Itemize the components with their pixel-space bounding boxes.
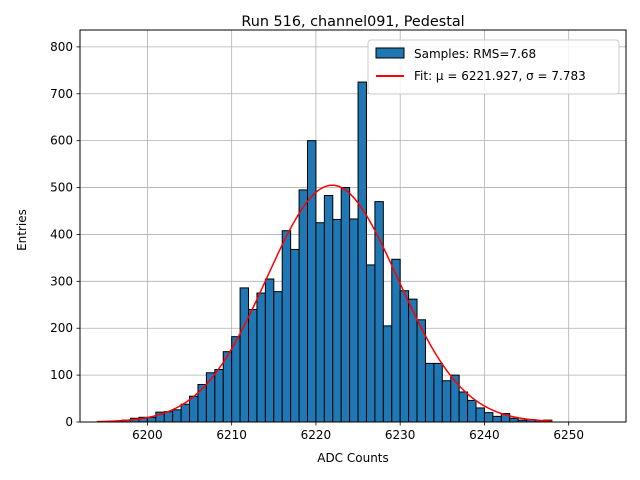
legend-fit-label: Fit: μ = 6221.927, σ = 7.783 [414, 69, 586, 83]
histogram-bar [475, 407, 485, 423]
legend-histogram-swatch [375, 47, 405, 59]
histogram-bar [307, 140, 317, 423]
histogram-bar [222, 351, 233, 423]
histogram-bar [323, 195, 334, 423]
histogram-bar [509, 417, 519, 423]
plot-frame [79, 29, 627, 423]
histogram-bar [399, 290, 410, 423]
y-tick-label: 700 [50, 87, 73, 101]
x-tick-label: 6250 [553, 428, 584, 442]
y-tick-label: 300 [50, 274, 73, 288]
histogram-bar [458, 391, 469, 423]
y-tick-label: 600 [50, 134, 73, 148]
histogram-bar [349, 218, 359, 423]
histogram-bar [256, 292, 266, 423]
fit-curve [96, 184, 552, 423]
y-tick-label: 0 [65, 415, 73, 429]
x-axis-label: ADC Counts [317, 451, 389, 465]
histogram-bar [492, 415, 502, 423]
histogram-bar [214, 368, 224, 423]
histogram-bar [239, 287, 250, 423]
x-tick-label: 6230 [385, 428, 416, 442]
histogram-bar [441, 380, 452, 423]
histogram-bar [197, 383, 207, 423]
histogram-bar [172, 409, 182, 423]
histogram-bar [273, 291, 283, 423]
histogram-bar [231, 336, 241, 423]
histogram-bar [365, 264, 376, 423]
y-axis-ticks: 0 100 200 300 400 500 600 700 800 [50, 40, 80, 429]
histogram-bar [248, 308, 258, 423]
histogram-bar [315, 222, 325, 423]
histogram-bar [298, 189, 308, 423]
histogram-bar [374, 201, 384, 423]
y-tick-label: 200 [50, 321, 73, 335]
histogram-bar [391, 258, 401, 423]
x-tick-label: 6220 [301, 428, 332, 442]
histogram-bar [424, 362, 435, 423]
x-tick-label: 6210 [216, 428, 247, 442]
chart-title: Run 516, channel091, Pedestal [241, 14, 464, 30]
y-axis-label: Entries [15, 209, 29, 251]
x-tick-label: 6240 [469, 428, 500, 442]
histogram-bar [450, 374, 460, 423]
y-tick-label: 800 [50, 40, 73, 54]
histogram-bar [180, 403, 191, 423]
histogram-bar [433, 362, 443, 423]
y-tick-label: 100 [50, 368, 73, 382]
histogram-bar [264, 278, 275, 423]
legend: Samples: RMS=7.68 Fit: μ = 6221.927, σ =… [367, 39, 620, 95]
histogram-bar [467, 399, 477, 423]
histogram-bar [340, 187, 351, 423]
x-axis-ticks: 6200 6210 6220 6230 6240 6250 [132, 422, 584, 442]
histogram-bar [281, 230, 292, 423]
legend-histogram-label: Samples: RMS=7.68 [414, 47, 536, 61]
histogram-bar [332, 218, 342, 423]
x-tick-label: 6200 [132, 428, 163, 442]
histogram-bar [189, 395, 199, 423]
histogram-bar [357, 81, 367, 423]
histogram-bar [382, 325, 393, 423]
y-tick-label: 400 [50, 227, 73, 241]
legend-box [367, 39, 620, 95]
y-tick-label: 500 [50, 181, 73, 195]
histogram-bar [290, 248, 300, 423]
histogram-bar [483, 412, 494, 423]
